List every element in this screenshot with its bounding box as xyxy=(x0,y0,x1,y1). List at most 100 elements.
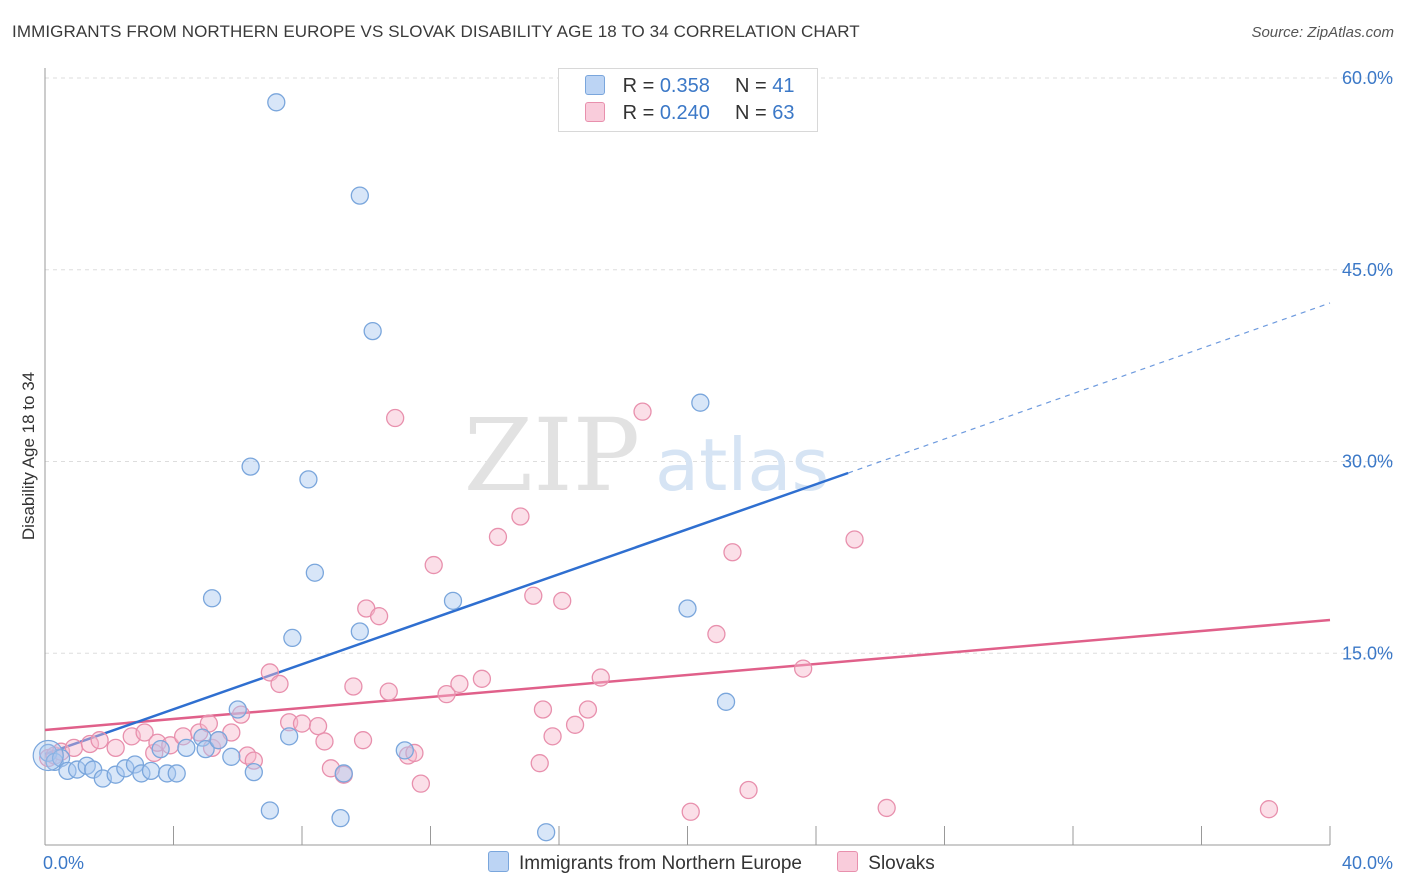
legend-item-northern-europe: Immigrants from Northern Europe xyxy=(488,851,802,875)
point-slovaks xyxy=(369,607,389,626)
point-northern-europe xyxy=(331,809,350,828)
point-slovaks xyxy=(1259,800,1279,819)
y-tick-label: 30.0% xyxy=(1342,452,1393,472)
point-slovaks xyxy=(472,669,492,688)
point-slovaks xyxy=(308,716,328,736)
x-tick-label: 0.0% xyxy=(43,853,84,873)
point-northern-europe xyxy=(202,589,222,608)
point-slovaks xyxy=(411,774,431,793)
axes xyxy=(44,68,1331,846)
point-slovaks xyxy=(707,624,726,644)
point-northern-europe xyxy=(244,762,263,782)
trend-line-northern-europe xyxy=(44,471,849,756)
point-northern-europe xyxy=(537,823,556,842)
point-northern-europe xyxy=(443,591,463,610)
y-tick-label: 15.0% xyxy=(1342,643,1393,663)
point-slovaks xyxy=(437,685,456,704)
legend-item-slovaks: Slovaks xyxy=(837,851,935,875)
point-northern-europe xyxy=(125,755,145,774)
point-slovaks xyxy=(511,507,530,526)
legend-series-label: Immigrants from Northern Europe xyxy=(519,853,802,874)
point-northern-europe xyxy=(363,321,382,341)
point-slovaks xyxy=(450,674,469,694)
point-northern-europe xyxy=(334,764,353,783)
point-slovaks xyxy=(565,715,585,734)
point-slovaks xyxy=(739,780,758,800)
point-northern-europe xyxy=(58,761,77,781)
legend-n-label: N = xyxy=(735,75,767,97)
point-slovaks xyxy=(845,530,864,549)
point-northern-europe xyxy=(283,628,302,648)
legend-r-label: R = xyxy=(622,102,655,124)
point-northern-europe xyxy=(260,801,280,820)
point-slovaks xyxy=(794,659,813,678)
point-northern-europe xyxy=(299,470,318,489)
point-northern-europe xyxy=(241,457,260,476)
point-northern-europe xyxy=(151,739,170,759)
trend-line-slovaks xyxy=(44,618,1331,732)
point-slovaks xyxy=(270,674,289,694)
point-slovaks xyxy=(106,738,125,757)
point-slovaks xyxy=(80,734,100,754)
chart-title: IMMIGRANTS FROM NORTHERN EUROPE VS SLOVA… xyxy=(12,22,860,41)
point-slovaks xyxy=(488,527,508,547)
point-slovaks xyxy=(135,723,154,742)
point-slovaks xyxy=(553,591,572,610)
y-axis-label: Disability Age 18 to 34 xyxy=(19,372,38,540)
point-slovaks xyxy=(530,754,549,773)
legend-n-value: 63 xyxy=(772,102,795,124)
x-tick-label: 40.0% xyxy=(1342,853,1393,873)
point-northern-europe xyxy=(350,622,369,641)
legend-r-value: 0.240 xyxy=(659,102,710,124)
grid-lines xyxy=(45,77,1395,654)
point-cluster xyxy=(32,739,64,772)
point-slovaks xyxy=(681,802,700,821)
stats-legend: R = 0.358 N = 41 R = 0.240 N = 63 xyxy=(558,68,818,132)
point-northern-europe xyxy=(279,727,299,746)
point-slovaks xyxy=(90,731,109,750)
y-tick-label: 60.0% xyxy=(1342,68,1393,88)
point-northern-europe xyxy=(716,692,736,711)
watermark-zip: ZIP xyxy=(464,397,640,514)
point-slovaks xyxy=(315,732,334,751)
point-northern-europe xyxy=(267,93,286,112)
legend-series-label: Slovaks xyxy=(868,853,935,874)
point-northern-europe xyxy=(350,186,369,205)
point-slovaks xyxy=(353,731,373,750)
legend-swatch-blue xyxy=(585,75,605,95)
point-slovaks xyxy=(533,700,553,719)
trend-line-northern-europe-extension xyxy=(847,302,1331,474)
point-slovaks xyxy=(386,408,405,428)
point-northern-europe xyxy=(305,563,325,582)
legend-swatch-blue xyxy=(488,851,509,872)
point-northern-europe xyxy=(228,700,247,719)
point-northern-europe xyxy=(157,764,177,783)
trend-lines xyxy=(44,302,1331,756)
legend-row-pink: R = 0.240 N = 63 xyxy=(585,102,795,126)
legend-r-value: 0.358 xyxy=(659,75,710,97)
point-northern-europe xyxy=(67,760,87,779)
point-slovaks xyxy=(292,714,312,733)
legend-n-label: N = xyxy=(735,102,767,124)
point-slovaks xyxy=(633,402,652,421)
source-label: Source: ZipAtlas.com xyxy=(1251,24,1394,41)
point-slovaks xyxy=(723,543,742,562)
point-northern-europe xyxy=(691,393,710,412)
point-northern-europe xyxy=(209,731,228,750)
point-northern-europe xyxy=(196,739,215,759)
series-legend: Immigrants from Northern Europe Slovaks xyxy=(488,851,965,875)
point-slovaks xyxy=(344,677,363,696)
legend-n-value: 41 xyxy=(772,75,795,97)
data-points xyxy=(32,93,1279,842)
point-slovaks xyxy=(231,705,251,724)
point-northern-europe xyxy=(222,747,241,766)
point-slovaks xyxy=(591,668,610,687)
tick-labels: 15.0% 30.0% 45.0% 60.0% 0.0% 40.0% xyxy=(43,68,1393,873)
legend-row-blue: R = 0.358 N = 41 xyxy=(585,75,795,99)
legend-swatch-pink xyxy=(837,851,859,872)
point-slovaks xyxy=(543,727,562,746)
point-slovaks xyxy=(424,555,443,575)
point-slovaks xyxy=(578,700,598,719)
legend-r-label: R = xyxy=(622,75,655,97)
